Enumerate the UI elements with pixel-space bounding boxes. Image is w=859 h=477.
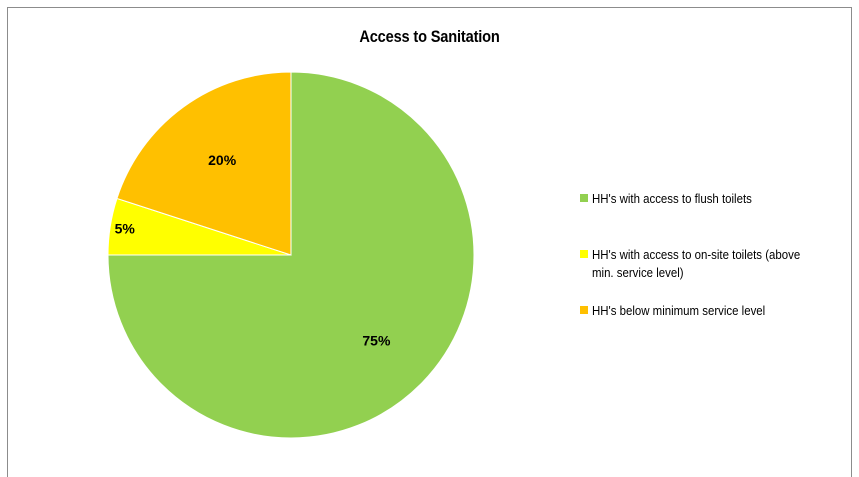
- legend-swatch-onsite-toilets: [580, 250, 588, 258]
- legend-label-below-minimum: HH's below minimum service level: [592, 303, 766, 318]
- legend-swatch-flush-toilets: [580, 194, 588, 202]
- data-label-flush-toilets: 75%: [362, 332, 391, 348]
- data-label-below-minimum: 20%: [208, 152, 237, 168]
- legend-label-flush-toilets: HH's with access to flush toilets: [592, 191, 752, 206]
- legend-item-onsite-toilets: HH's with access to on-site toilets (abo…: [580, 246, 852, 282]
- legend-swatch-below-minimum: [580, 306, 588, 314]
- data-label-onsite-toilets: 5%: [115, 221, 136, 237]
- legend-item-flush-toilets: HH's with access to flush toilets: [580, 190, 859, 208]
- chart-title: Access to Sanitation: [359, 27, 500, 46]
- legend-item-below-minimum: HH's below minimum service level: [580, 302, 859, 320]
- legend-label-onsite-toilets: HH's with access to on-site toilets (abo…: [592, 247, 801, 280]
- pie-slice-below-minimum: [116, 71, 292, 256]
- pie-slice-flush-toilets: [107, 71, 475, 439]
